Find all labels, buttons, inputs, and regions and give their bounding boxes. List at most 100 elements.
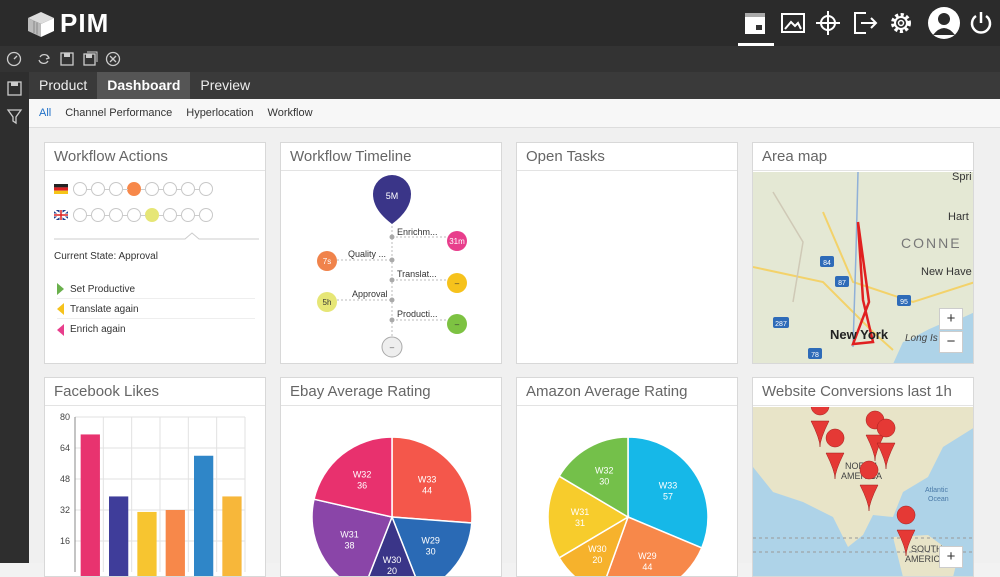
dashboard-filter-tabs: All Channel Performance Hyperlocation Wo… [29, 99, 1000, 128]
open-tasks-widget: Open Tasks [516, 142, 738, 364]
crosshair-icon[interactable] [815, 10, 841, 36]
workflow-step [195, 208, 213, 222]
badge-text: 7s [323, 257, 331, 266]
save-all-icon[interactable] [82, 51, 98, 67]
zoom-out-button[interactable]: − [939, 331, 963, 353]
gear-icon[interactable] [888, 10, 914, 36]
workflow-step-current [141, 208, 159, 222]
action-translate-again[interactable]: Translate again [57, 300, 255, 319]
tab-product[interactable]: Product [39, 77, 88, 93]
pie-slice[interactable] [547, 475, 630, 559]
speedometer-icon[interactable] [6, 51, 22, 67]
map-label: AMERICA [841, 471, 882, 481]
map-pin-icon[interactable] [859, 460, 879, 512]
slice-label: W29 [638, 551, 657, 561]
tab-dashboard[interactable]: Dashboard [97, 72, 191, 99]
workflow-step [105, 182, 123, 196]
pie-slice[interactable] [558, 436, 629, 519]
app-name: PIM [60, 8, 110, 38]
current-state-text: Current State: Approval [54, 251, 158, 262]
catalog-icon[interactable] [738, 10, 774, 46]
bar[interactable] [137, 511, 157, 577]
highway-shield [808, 348, 822, 359]
box-icon[interactable] [6, 80, 23, 97]
pie-slice[interactable] [311, 498, 394, 577]
y-tick-label: 64 [60, 443, 70, 453]
subtab-workflow[interactable]: Workflow [267, 107, 313, 119]
y-tick-label: 48 [60, 474, 70, 484]
slice-label: W32 [353, 469, 372, 479]
subtab-all[interactable]: All [39, 107, 52, 119]
badge-text: 31m [449, 237, 465, 246]
subtab-hyperlocation[interactable]: Hyperlocation [186, 107, 254, 119]
action-enrich-again[interactable]: Enrich again [57, 320, 255, 339]
workflow-step [87, 208, 105, 222]
highway-label: 287 [775, 321, 787, 328]
logout-icon[interactable] [852, 10, 878, 36]
facebook-likes-chart: 16 32 48 64 80 [60, 412, 246, 577]
slice-label: W30 [588, 544, 607, 554]
uk-flag-icon [54, 210, 68, 220]
badge-text: 5h [323, 298, 332, 307]
image-icon[interactable] [780, 10, 806, 36]
zoom-in-button[interactable]: + [939, 308, 963, 330]
slice-label: W32 [595, 465, 614, 475]
slice-value: 30 [426, 547, 436, 557]
dashboard-content: Workflow Actions Current State: Approval [29, 128, 1000, 577]
workflow-actions-widget: Workflow Actions Current State: Approval [44, 142, 266, 364]
slice-value: 38 [345, 540, 355, 550]
workflow-step [87, 182, 105, 196]
action-set-productive[interactable]: Set Productive [57, 280, 255, 299]
workflow-step [123, 208, 141, 222]
y-tick-label: 80 [60, 412, 70, 422]
tab-preview[interactable]: Preview [200, 77, 251, 93]
map-pin-icon[interactable] [876, 418, 896, 470]
facebook-likes-widget: Facebook Likes 16 32 48 64 80 [44, 377, 266, 577]
subtab-channel-performance[interactable]: Channel Performance [65, 107, 173, 119]
step-label: Producti... [397, 309, 438, 319]
slice-value: 31 [575, 518, 585, 528]
highway-label: 78 [811, 352, 819, 359]
pie-slice[interactable] [313, 436, 393, 518]
action-label: Translate again [70, 303, 139, 315]
refresh-icon[interactable] [36, 51, 52, 67]
zoom-in-button[interactable]: + [939, 546, 963, 568]
bar[interactable] [109, 496, 129, 577]
y-tick-label: 16 [60, 536, 70, 546]
arrow-left-icon [57, 303, 64, 315]
top-bar: PIM [0, 0, 1000, 46]
map-pin-icon[interactable] [896, 505, 916, 557]
bar[interactable] [165, 510, 185, 577]
workflow-step [195, 182, 213, 196]
map-pin-icon[interactable] [825, 428, 845, 480]
step-badge [447, 314, 467, 334]
sidebar [0, 72, 29, 563]
save-icon[interactable] [59, 51, 75, 67]
power-icon[interactable] [968, 10, 994, 36]
pie-slice[interactable] [391, 436, 473, 524]
map-label: Long Is [905, 333, 938, 344]
logo: PIM [26, 8, 109, 39]
step-badge [447, 231, 467, 251]
map-pin-icon[interactable] [810, 407, 830, 448]
close-icon[interactable] [105, 51, 121, 67]
german-flag-icon [54, 184, 68, 194]
filter-icon[interactable] [6, 108, 23, 125]
slice-label: W31 [340, 529, 359, 539]
divider-pointer [54, 232, 259, 240]
slice-label: W30 [383, 555, 402, 565]
bar[interactable] [80, 434, 100, 577]
map-label: Atlantic [925, 487, 948, 494]
conversions-map[interactable]: NORTH AMERICA Atlantic Ocean SOUTH AMERI… [753, 407, 974, 577]
slice-value: 30 [599, 476, 609, 486]
pie-slice[interactable] [363, 514, 421, 577]
highway-label: 95 [900, 299, 908, 306]
map-label: AMERICA [905, 554, 946, 564]
pie-slice[interactable] [601, 516, 703, 577]
slice-value: 44 [642, 562, 652, 572]
avatar[interactable] [928, 7, 960, 39]
area-map[interactable]: Spri Hart CONNE New Have New York Long I… [753, 172, 974, 364]
bar[interactable] [194, 455, 214, 577]
pie-slice[interactable] [627, 436, 709, 549]
bar[interactable] [222, 496, 242, 577]
